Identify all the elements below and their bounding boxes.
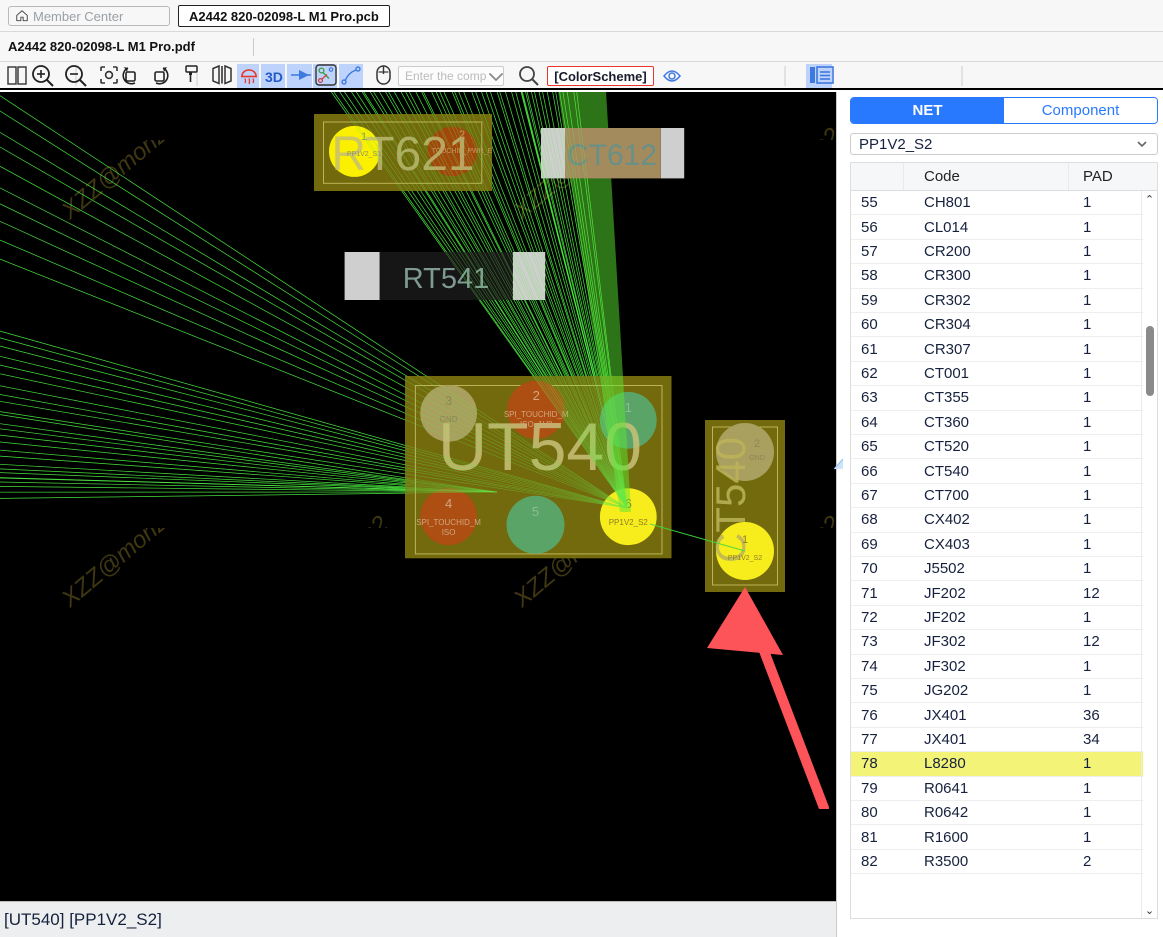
- svg-text:3D: 3D: [265, 69, 283, 85]
